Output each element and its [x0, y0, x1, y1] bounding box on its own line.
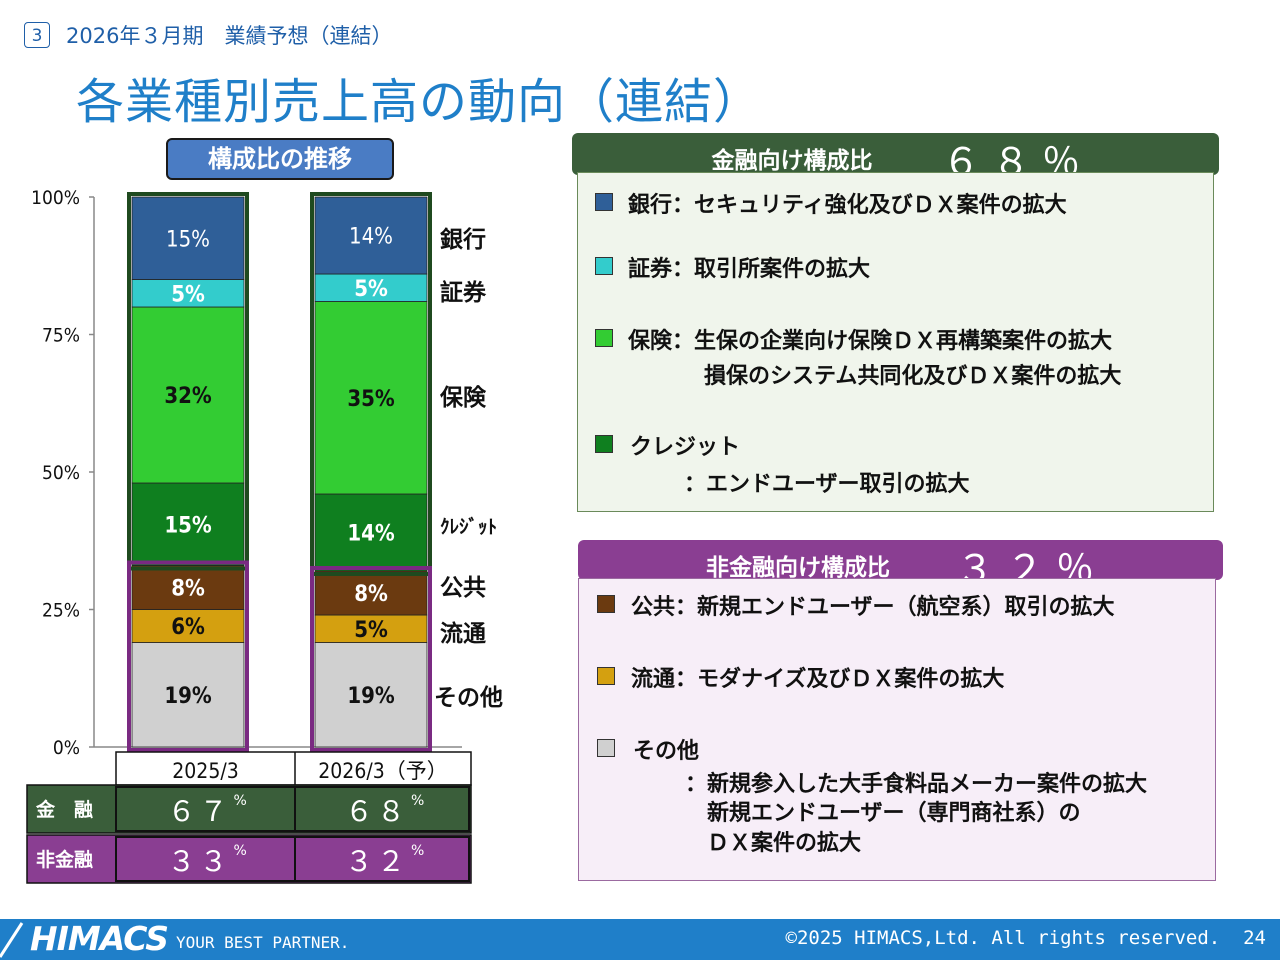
other-item: その他 — [633, 739, 700, 764]
data-label: 14% — [349, 225, 393, 250]
data-label: 32% — [164, 384, 212, 409]
bar-segment — [314, 196, 428, 275]
data-label: 35% — [347, 387, 395, 412]
insurance-item: 保険：生保の企業向け保険ＤＸ再構築案件の拡大 — [628, 329, 1113, 354]
legend-label-bank: 銀行 — [440, 227, 486, 253]
footer-bar: HIMACS YOUR BEST PARTNER. ©2025 HIMACS,L… — [0, 919, 1280, 960]
nonfinancial-panel-label: 非金融向け構成比 — [706, 555, 890, 581]
bar-segment — [131, 565, 245, 610]
summary-row-label: 金 融 — [35, 798, 93, 821]
summary-unit: % — [411, 843, 424, 859]
bar-segment — [131, 279, 245, 308]
bar-segment — [131, 642, 245, 748]
bar-segment — [314, 273, 428, 302]
other-item-line2: ：新規参入した大手食料品メーカー案件の拡大 — [685, 772, 1148, 797]
y-tick-label: 100% — [31, 187, 80, 209]
summary-value: ３２ — [345, 845, 409, 878]
legend-label-insurance: 保険 — [440, 385, 486, 411]
data-label: 8% — [171, 577, 205, 602]
bar-segment — [131, 306, 245, 484]
bar-segment — [131, 196, 245, 280]
summary-value: ３３ — [167, 845, 231, 878]
credit-item: クレジット — [630, 435, 741, 460]
summary-value: ６７ — [167, 795, 231, 828]
securities-item: 証券：取引所案件の拡大 — [628, 257, 871, 282]
distribution-swatch — [597, 667, 615, 685]
y-tick-label: 25% — [42, 600, 80, 622]
credit-item-line2: ：エンドユーザー取引の拡大 — [684, 472, 970, 497]
logo-stripe-icon — [0, 922, 24, 958]
legend-label-public: 公共 — [440, 575, 486, 601]
nonfinancial-panel-body: 公共：新規エンドユーザー（航空系）取引の拡大 流通：モダナイズ及びＤＸ案件の拡大… — [578, 578, 1216, 881]
bar-segment — [131, 609, 245, 643]
other-item-line3: 新規エンドユーザー（専門商社系）の — [707, 801, 1081, 826]
y-tick-label: 50% — [42, 462, 80, 484]
bar-segment — [314, 614, 428, 643]
summary-cell — [294, 786, 470, 832]
nonfinancial-group-outline — [127, 560, 249, 752]
summary-unit: % — [234, 793, 247, 809]
nonfinancial-group-outline — [310, 566, 432, 752]
bar-segment — [314, 301, 428, 495]
summary-unit: % — [411, 793, 424, 809]
summary-row-label: 非金融 — [36, 848, 93, 871]
financial-group-outline — [127, 192, 249, 571]
company-logo: HIMACS — [30, 919, 169, 958]
y-tick-label: 75% — [42, 325, 80, 347]
data-label: 5% — [171, 282, 205, 307]
bar-segment — [314, 642, 428, 748]
bank-item: 銀行：セキュリティ強化及びＤＸ案件の拡大 — [628, 193, 1067, 218]
data-label: 19% — [347, 684, 395, 709]
stacked-bar-chart: 100% 75% 50% 25% 0% 19% 6% 8% 15% 32% 5% 15% 19% 5% 8%… — [26, 187, 472, 884]
section-number: 3 — [24, 22, 50, 48]
financial-group-outline — [310, 192, 432, 576]
insurance-swatch — [595, 329, 613, 347]
summary-cell — [294, 836, 470, 882]
data-label: 15% — [166, 227, 210, 252]
copyright-text: ©2025 HIMACS,Ltd. All rights reserved. — [785, 927, 1221, 949]
bank-swatch — [595, 193, 613, 211]
distribution-item: 流通：モダナイズ及びＤＸ案件の拡大 — [631, 667, 1005, 692]
data-label: 14% — [347, 522, 395, 547]
x-category-label: 2025/3 — [172, 759, 238, 783]
x-category-label: 2026/3（予） — [318, 759, 447, 783]
slide-subtitle: 2026年３月期 業績予想（連結） — [66, 24, 393, 48]
other-swatch — [597, 739, 615, 757]
y-tick-label: 0% — [53, 737, 80, 759]
legend-label-other: その他 — [434, 685, 503, 711]
data-label: 15% — [164, 513, 212, 538]
bar-segment — [314, 493, 428, 572]
nonfinancial-panel-header: 非金融向け構成比 ３２％ — [578, 540, 1223, 591]
credit-swatch — [595, 435, 613, 453]
financial-panel-header: 金融向け構成比 ６８％ — [572, 133, 1219, 184]
bar-segment — [314, 570, 428, 616]
copyright: ©2025 HIMACS,Ltd. All rights reserved. 2… — [786, 927, 1266, 949]
data-label: 8% — [354, 582, 388, 607]
legend-label-credit: ｸﾚｼﾞｯﾄ — [440, 516, 498, 538]
securities-swatch — [595, 257, 613, 275]
public-item: 公共：新規エンドユーザー（航空系）取引の拡大 — [631, 595, 1115, 620]
public-swatch — [597, 595, 615, 613]
financial-panel-body: 銀行：セキュリティ強化及びＤＸ案件の拡大 証券：取引所案件の拡大 保険：生保の企… — [577, 172, 1214, 512]
financial-panel-label: 金融向け構成比 — [711, 148, 873, 174]
summary-row — [26, 784, 472, 834]
legend-label-securities: 証券 — [440, 280, 486, 306]
page-number: 24 — [1243, 927, 1266, 949]
summary-row — [26, 834, 472, 884]
data-label: 19% — [164, 684, 212, 709]
data-label: 5% — [354, 277, 388, 302]
summary-unit: % — [234, 843, 247, 859]
other-item-line4: ＤＸ案件の拡大 — [707, 831, 862, 856]
tagline: YOUR BEST PARTNER. — [176, 933, 350, 952]
summary-value: ６８ — [345, 795, 409, 828]
data-label: 6% — [171, 615, 205, 640]
data-label: 5% — [354, 618, 388, 643]
insurance-item-line2: 損保のシステム共同化及びＤＸ案件の拡大 — [704, 364, 1122, 389]
trend-label: 構成比の推移 — [166, 138, 394, 180]
legend-label-distribution: 流通 — [440, 621, 486, 647]
slide-title: 各業種別売上高の動向（連結） — [76, 74, 763, 130]
